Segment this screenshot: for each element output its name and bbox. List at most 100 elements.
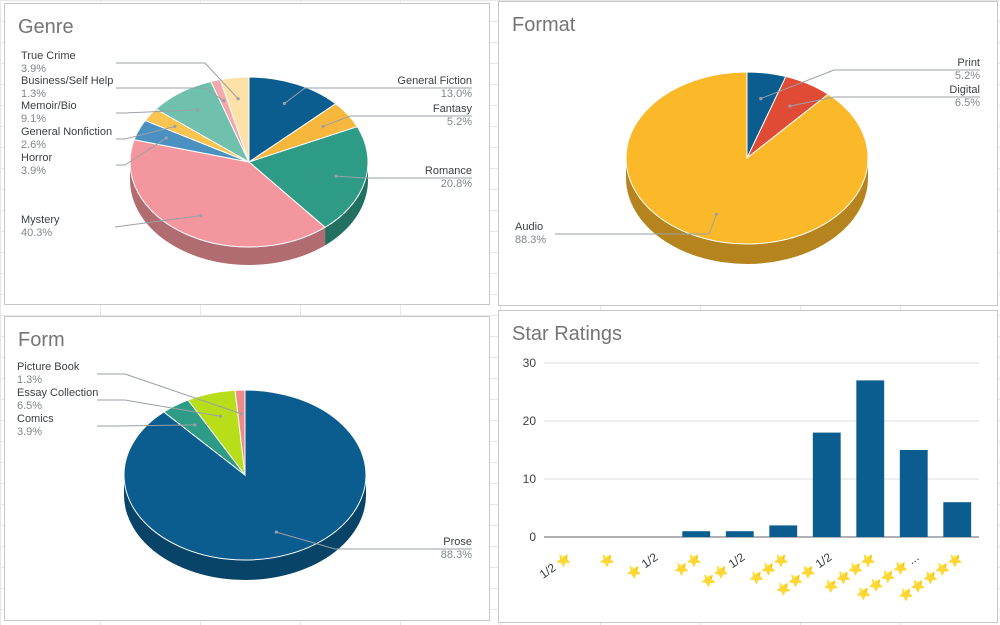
slice-label-fantasy: Fantasy: [433, 103, 473, 115]
leader-dot-memoir-bio: [196, 108, 200, 112]
slice-side-prose: [124, 475, 366, 580]
leader-dot-business-self-help: [222, 99, 226, 103]
x-tick-label-4: ⭐⭐ 1/2: [699, 550, 748, 590]
slice-label-prose: Prose: [443, 536, 472, 548]
slice-mystery: [129, 139, 326, 248]
slice-label-picture-book: Picture Book: [17, 361, 80, 373]
slice-percent-mystery: 40.3%: [21, 227, 52, 239]
slice-picture-book: [234, 389, 246, 476]
slice-label-print: Print: [957, 57, 980, 69]
leader-dot-digital: [788, 104, 792, 108]
slice-label-horror: Horror: [21, 152, 53, 164]
slice-percent-true-crime: 3.9%: [21, 63, 46, 75]
chart-title: Format: [512, 14, 576, 36]
leader-dot-fantasy: [321, 124, 325, 129]
slice-percent-essay-collection: 6.5%: [17, 400, 42, 412]
leader-line-fantasy: [322, 115, 472, 127]
y-tick-label-10: 10: [523, 472, 537, 486]
leader-dot-essay-collection: [218, 414, 223, 418]
leader-line-general-fiction: [284, 87, 472, 104]
bar-6: [812, 432, 841, 537]
leader-dot-audio: [714, 212, 719, 216]
format-chart-panel[interactable]: Format Print 5.2% Digital 6.5% Audio 88.3%: [498, 1, 998, 306]
leader-dot-prose: [274, 530, 278, 534]
leader-line-romance: [335, 175, 472, 179]
y-tick-label-0: 0: [529, 530, 536, 544]
leader-dot-romance: [334, 174, 338, 178]
leader-dot-mystery: [199, 214, 203, 218]
star-ratings-chart-panel[interactable]: Star Ratings 0 10 20 30 1/2 ⭐ ⭐ ⭐ 1/2 ⭐⭐ ⭐⭐ 1/2 ⭐…: [498, 310, 998, 623]
slice-label-business-self-help: Business/Self Help: [21, 75, 113, 87]
slice-audio: [625, 71, 869, 245]
leader-line-horror: [116, 137, 167, 166]
slice-percent-prose: 88.3%: [441, 549, 472, 561]
slice-percent-fantasy: 5.2%: [447, 116, 472, 128]
slice-general-fiction: [248, 76, 337, 163]
slice-percent-digital: 6.5%: [955, 97, 980, 109]
slice-label-essay-collection: Essay Collection: [17, 387, 98, 399]
slice-percent-general-nonfiction: 2.6%: [21, 139, 46, 151]
leader-line-prose: [276, 531, 472, 550]
chart-title: Form: [18, 329, 65, 351]
leader-line-digital: [789, 96, 980, 107]
slice-label-comics: Comics: [17, 413, 54, 425]
form-chart-panel[interactable]: Form Prose 88.3% Comics 3.9% Essay Collectio…: [4, 316, 490, 621]
leader-line-true-crime: [116, 62, 239, 100]
slice-percent-business-self-help: 1.3%: [21, 88, 46, 100]
slice-percent-memoir-bio: 9.1%: [21, 113, 46, 125]
leader-line-memoir-bio: [116, 109, 198, 114]
leader-line-print: [760, 69, 980, 100]
bar-3: [682, 531, 711, 537]
x-tick-label-1: ⭐: [597, 550, 617, 570]
slice-percent-horror: 3.9%: [21, 165, 46, 177]
slice-percent-picture-book: 1.3%: [17, 374, 42, 386]
slice-label-true-crime: True Crime: [21, 50, 76, 62]
leader-dot-true-crime: [236, 97, 240, 101]
chart-title: Star Ratings: [512, 323, 623, 345]
x-tick-label-3: ⭐⭐: [671, 550, 704, 579]
leader-dot-picture-book: [239, 412, 244, 416]
slice-label-digital: Digital: [949, 84, 980, 96]
bar-8: [899, 450, 928, 537]
slice-label-mystery: Mystery: [21, 214, 60, 226]
slice-side-mystery: [130, 162, 326, 266]
leader-dot-general-nonfiction: [173, 124, 177, 129]
chart-title: Genre: [18, 16, 74, 38]
leader-line-comics: [97, 424, 195, 427]
slice-label-memoir-bio: Memoir/Bio: [21, 100, 77, 112]
genre-chart-panel[interactable]: Genre General Fiction 13.0% Fantasy 5.2% Rom…: [4, 3, 490, 305]
leader-line-business-self-help: [116, 87, 225, 102]
slice-label-romance: Romance: [425, 165, 472, 177]
slice-percent-general-fiction: 13.0%: [441, 88, 472, 100]
leader-dot-general-fiction: [282, 101, 287, 106]
bar-4: [725, 531, 754, 537]
slice-label-general-nonfiction: General Nonfiction: [21, 126, 112, 138]
y-tick-label-30: 30: [523, 356, 537, 370]
leader-line-picture-book: [97, 373, 242, 415]
slice-label-general-fiction: General Fiction: [397, 75, 472, 87]
bar-9: [943, 502, 972, 537]
leader-dot-comics: [193, 423, 197, 427]
leader-line-audio: [555, 214, 718, 235]
leader-dot-horror: [164, 136, 168, 140]
slice-side-audio: [626, 158, 868, 264]
slice-label-audio: Audio: [515, 221, 543, 233]
slice-side-romance: [325, 162, 368, 246]
slice-percent-romance: 20.8%: [441, 178, 472, 190]
leader-line-general-nonfiction: [116, 125, 176, 140]
bar-7: [856, 380, 885, 537]
leader-line-mystery: [114, 215, 201, 228]
x-tick-label-0: 1/2 ⭐: [537, 550, 574, 582]
slice-romance: [248, 126, 369, 228]
x-tick-label-2: ⭐ 1/2: [624, 550, 661, 582]
slice-percent-comics: 3.9%: [17, 426, 42, 438]
slice-percent-print: 5.2%: [955, 70, 980, 82]
slice-percent-audio: 88.3%: [515, 234, 546, 246]
leader-dot-print: [759, 97, 763, 101]
bar-5: [769, 525, 798, 537]
y-tick-label-20: 20: [523, 414, 537, 428]
